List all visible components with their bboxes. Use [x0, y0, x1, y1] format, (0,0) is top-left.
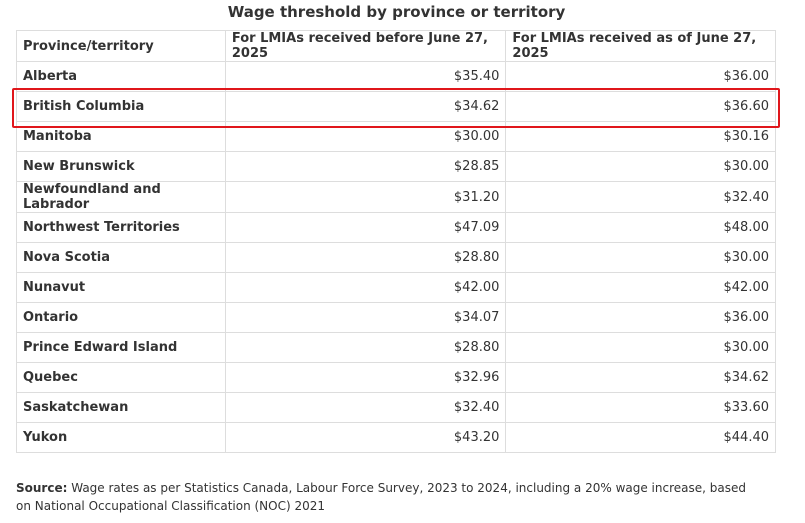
- wage-cell: $28.85: [224, 151, 507, 182]
- table-row: Nova Scotia $28.80 $30.00: [16, 242, 776, 273]
- table-title: Wage threshold by province or territory: [227, 3, 566, 21]
- wage-cell: $34.07: [224, 302, 507, 333]
- source-note: Source: Wage rates as per Statistics Can…: [16, 479, 756, 515]
- wage-cell: $43.20: [224, 422, 507, 453]
- table-row: Saskatchewan $32.40 $33.60: [16, 392, 776, 423]
- wage-cell: $30.00: [505, 242, 776, 273]
- table-row: Alberta $35.40 $36.00: [16, 61, 776, 92]
- wage-cell: $42.00: [505, 272, 776, 303]
- wage-cell: $36.00: [505, 61, 776, 92]
- wage-cell: $30.00: [505, 151, 776, 182]
- wage-cell: $36.60: [505, 91, 776, 122]
- wage-cell: $30.00: [224, 121, 507, 152]
- source-label: Source:: [16, 481, 68, 495]
- wage-cell: $47.09: [224, 212, 507, 243]
- table-row: British Columbia $34.62 $36.60: [16, 91, 776, 122]
- wage-cell: $44.40: [505, 422, 776, 453]
- wage-cell: $28.80: [224, 242, 507, 273]
- province-cell: Newfoundland and Labrador: [16, 181, 226, 213]
- table-row: Quebec $32.96 $34.62: [16, 362, 776, 393]
- wage-cell: $30.16: [505, 121, 776, 152]
- table-row: Yukon $43.20 $44.40: [16, 422, 776, 453]
- wage-cell: $32.40: [224, 392, 507, 423]
- province-cell: Northwest Territories: [16, 212, 226, 243]
- province-cell: Saskatchewan: [16, 392, 226, 423]
- table-row: Newfoundland and Labrador $31.20 $32.40: [16, 181, 776, 213]
- wage-cell: $32.96: [224, 362, 507, 393]
- province-cell: Ontario: [16, 302, 226, 333]
- wage-cell: $32.40: [505, 181, 776, 213]
- table-row: Prince Edward Island $28.80 $30.00: [16, 332, 776, 363]
- header-row: Province/territory For LMIAs received bef…: [16, 30, 776, 62]
- wage-cell: $35.40: [224, 61, 507, 92]
- header-cell: For LMIAs received as of June 27, 2025: [505, 30, 776, 62]
- wage-cell: $33.60: [505, 392, 776, 423]
- wage-cell: $36.00: [505, 302, 776, 333]
- table-row: New Brunswick $28.85 $30.00: [16, 151, 776, 182]
- wage-cell: $28.80: [224, 332, 507, 363]
- wage-cell: $34.62: [505, 362, 776, 393]
- table-row: Ontario $34.07 $36.00: [16, 302, 776, 333]
- table-body: Alberta $35.40 $36.00 British Columbia $34.6…: [16, 61, 776, 453]
- header-cell: Province/territory: [16, 30, 226, 62]
- table-row: Nunavut $42.00 $42.00: [16, 272, 776, 303]
- header-cell: For LMIAs received before June 27, 2025: [224, 30, 507, 62]
- wage-cell: $48.00: [505, 212, 776, 243]
- wage-table: Province/territory For LMIAs received bef…: [16, 30, 776, 453]
- wage-cell: $30.00: [505, 332, 776, 363]
- province-cell: Nunavut: [16, 272, 226, 303]
- province-cell: Nova Scotia: [16, 242, 226, 273]
- province-cell: Quebec: [16, 362, 226, 393]
- province-cell: Manitoba: [16, 121, 226, 152]
- province-cell: Yukon: [16, 422, 226, 453]
- table-row: Northwest Territories $47.09 $48.00: [16, 212, 776, 243]
- province-cell: British Columbia: [16, 91, 226, 122]
- wage-cell: $42.00: [224, 272, 507, 303]
- wage-cell: $31.20: [224, 181, 507, 213]
- province-cell: Prince Edward Island: [16, 332, 226, 363]
- province-cell: Alberta: [16, 61, 226, 92]
- source-text: Wage rates as per Statistics Canada, Lab…: [16, 481, 746, 513]
- province-cell: New Brunswick: [16, 151, 226, 182]
- wage-cell: $34.62: [224, 91, 507, 122]
- table-row: Manitoba $30.00 $30.16: [16, 121, 776, 152]
